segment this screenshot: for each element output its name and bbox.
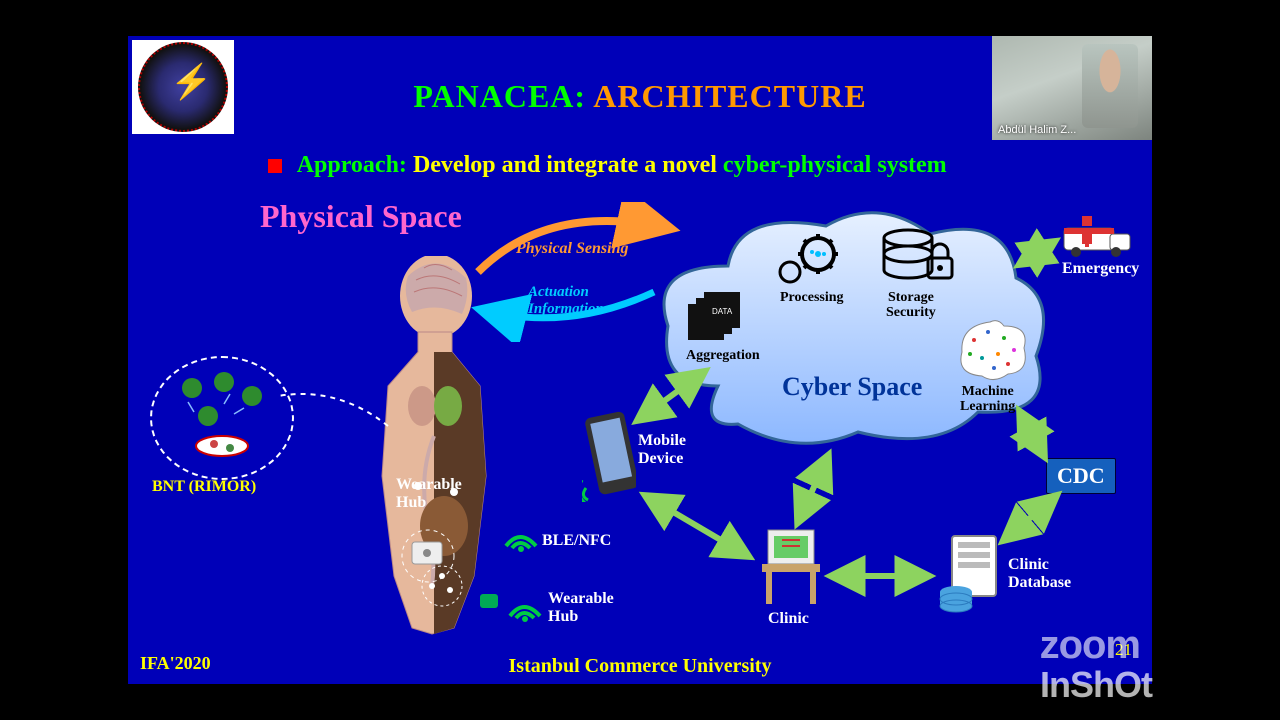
presenter-name: Abdül Halim Z... (998, 124, 1076, 136)
zoom-watermark: zoom (1040, 623, 1140, 668)
presenter-avatar (1082, 44, 1138, 128)
webcam-thumbnail: Abdül Halim Z... (992, 36, 1152, 140)
presentation-slide: ⚡ PANACEA: ARCHITECTURE Approach: Develo… (128, 36, 1152, 684)
inshot-watermark: InShOt (1040, 664, 1152, 706)
footer-center: Istanbul Commerce University (128, 655, 1152, 678)
